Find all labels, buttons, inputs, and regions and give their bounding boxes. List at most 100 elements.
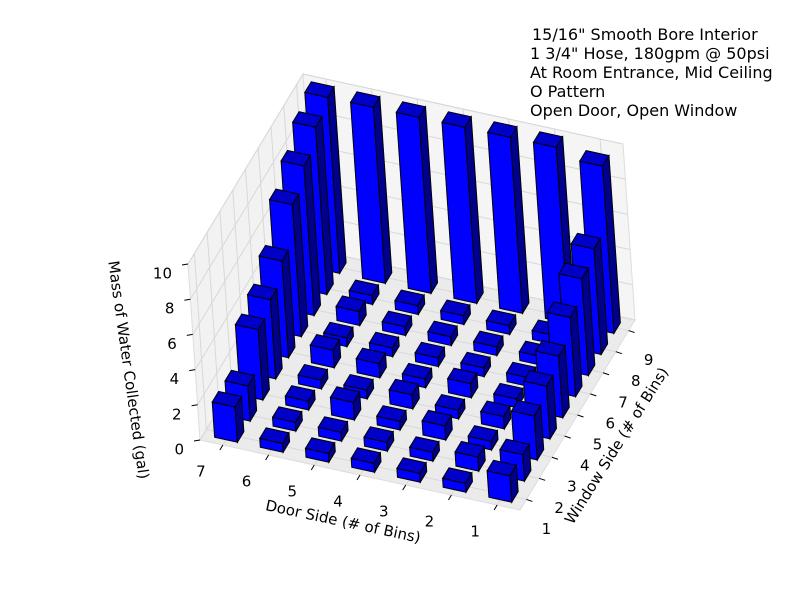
bar-top bbox=[388, 378, 420, 396]
bar-top bbox=[348, 279, 380, 297]
bar-top bbox=[394, 289, 425, 307]
bar-top bbox=[363, 426, 394, 443]
bar-top bbox=[375, 405, 407, 422]
bar-top bbox=[280, 149, 312, 167]
bar bbox=[271, 406, 303, 433]
z-tick bbox=[186, 333, 193, 336]
annotation-line: Open Door, Open Window bbox=[530, 101, 737, 120]
y-tick-label: 6 bbox=[606, 414, 616, 432]
bar bbox=[284, 385, 316, 412]
y-tick-label: 3 bbox=[567, 478, 577, 496]
y-tick bbox=[628, 330, 635, 334]
bar-top bbox=[396, 457, 427, 474]
bar bbox=[317, 416, 349, 443]
bar-top bbox=[395, 101, 427, 118]
z-tick-label: 0 bbox=[174, 441, 184, 459]
bar-top bbox=[486, 121, 518, 138]
bar-top bbox=[441, 467, 473, 484]
x-tick bbox=[310, 464, 315, 471]
bar-top bbox=[297, 363, 329, 381]
z-tick bbox=[191, 404, 198, 407]
bar bbox=[486, 121, 530, 315]
bar-front bbox=[211, 401, 239, 443]
bar bbox=[329, 386, 362, 422]
z-tick-label: 4 bbox=[170, 370, 180, 388]
y-tick-label: 2 bbox=[554, 499, 564, 517]
y-tick-label: 7 bbox=[618, 393, 628, 411]
bar bbox=[486, 459, 519, 504]
y-tick bbox=[564, 435, 571, 439]
z-tick bbox=[181, 263, 189, 266]
x-tick bbox=[402, 484, 407, 491]
bar-top bbox=[342, 373, 374, 391]
x-tick-label: 5 bbox=[288, 483, 298, 501]
y-tick bbox=[590, 393, 597, 397]
bar bbox=[459, 351, 492, 379]
x-tick bbox=[493, 504, 498, 511]
bar bbox=[441, 111, 484, 305]
bar-top bbox=[304, 437, 336, 454]
x-tick bbox=[219, 444, 224, 451]
z-tick-label: 2 bbox=[172, 405, 182, 423]
z-tick-label: 6 bbox=[167, 335, 177, 353]
z-tick-label: 8 bbox=[165, 300, 175, 318]
x-tick-label: 7 bbox=[196, 463, 206, 481]
bar-top bbox=[479, 400, 511, 418]
z-tick-label: 10 bbox=[153, 265, 172, 283]
bar bbox=[395, 101, 439, 295]
bar bbox=[388, 378, 420, 411]
bar-top bbox=[211, 390, 243, 408]
bar bbox=[427, 320, 459, 348]
y-tick-label: 9 bbox=[644, 351, 654, 369]
bar bbox=[258, 427, 291, 454]
x-tick-label: 3 bbox=[379, 503, 389, 521]
bar-top bbox=[258, 427, 290, 444]
bar bbox=[396, 457, 428, 484]
z-tick bbox=[189, 369, 196, 372]
bar bbox=[479, 400, 512, 431]
z-axis-label: Mass of Water Collected (gal) bbox=[104, 260, 152, 481]
bar bbox=[335, 295, 367, 328]
bar bbox=[375, 405, 408, 432]
bar-top bbox=[441, 111, 473, 128]
bar bbox=[446, 367, 479, 400]
bar-top bbox=[309, 334, 341, 351]
bar-top bbox=[510, 399, 542, 417]
bar-top bbox=[535, 340, 566, 357]
bar-top bbox=[350, 447, 382, 464]
bar bbox=[408, 436, 441, 463]
bar-top bbox=[446, 367, 478, 385]
bar bbox=[349, 91, 393, 285]
bar-top bbox=[492, 382, 524, 400]
annotation-line: At Room Entrance, Mid Ceiling bbox=[530, 63, 773, 82]
bar-top bbox=[427, 320, 458, 338]
y-tick bbox=[577, 414, 584, 418]
bar-top bbox=[234, 313, 266, 331]
y-tick-label: 1 bbox=[542, 520, 552, 538]
bar bbox=[421, 409, 453, 442]
bar-top bbox=[317, 416, 349, 433]
bar-top bbox=[258, 244, 290, 262]
bar-top bbox=[268, 188, 300, 206]
bar bbox=[297, 363, 329, 391]
bar-top bbox=[439, 299, 471, 317]
y-tick-label: 4 bbox=[580, 457, 590, 475]
x-tick-label: 2 bbox=[425, 513, 435, 531]
bar-top bbox=[459, 351, 491, 369]
x-tick-label: 1 bbox=[470, 523, 480, 541]
bar bbox=[401, 362, 433, 390]
z-tick bbox=[184, 298, 191, 301]
bar bbox=[350, 447, 382, 474]
y-tick-label: 5 bbox=[593, 436, 603, 454]
bar bbox=[439, 299, 471, 327]
bar-top bbox=[355, 347, 387, 365]
y-tick bbox=[526, 498, 533, 502]
y-tick-label: 8 bbox=[631, 372, 641, 390]
bar-top bbox=[368, 331, 400, 349]
bar bbox=[355, 347, 387, 380]
bar bbox=[454, 440, 486, 473]
bar-top bbox=[578, 150, 610, 167]
y-tick bbox=[615, 351, 622, 355]
